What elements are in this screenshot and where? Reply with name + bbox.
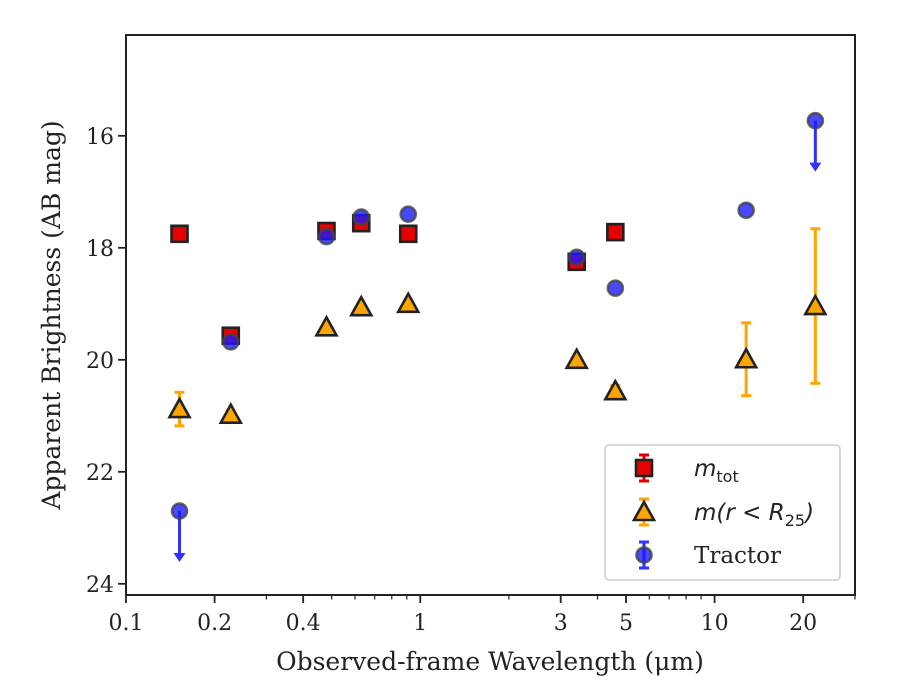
data-point-square <box>398 224 418 244</box>
y-tick-label: 18 <box>86 237 114 262</box>
x-tick-label: 20 <box>789 611 817 636</box>
x-axis-title: Observed-frame Wavelength (μm) <box>276 647 704 676</box>
y-tick-label: 16 <box>86 125 114 150</box>
legend-label: mtot <box>694 456 739 486</box>
plot-frame <box>125 34 856 596</box>
data-point-circle <box>806 111 825 130</box>
data-point-circle <box>170 502 189 520</box>
x-tick-label: 0.1 <box>109 611 144 636</box>
x-tick-label: 1 <box>413 611 427 636</box>
x-tick-label: 0.2 <box>197 611 232 636</box>
data-point-circle <box>317 227 336 246</box>
x-tick-label: 10 <box>701 611 729 636</box>
y-tick-label: 20 <box>86 349 114 374</box>
data-point-circle <box>606 279 625 297</box>
data-point-triangle <box>218 402 243 424</box>
y-tick-label: 22 <box>86 461 114 486</box>
data-point-triangle <box>564 347 589 370</box>
y-tick-label: 24 <box>86 573 114 598</box>
legend-entries: mtot m(r < R25) Tractor <box>631 453 814 570</box>
data-point-circle <box>221 333 240 351</box>
data-point-square <box>606 222 625 242</box>
legend-marker-circle <box>635 546 653 564</box>
data-point-triangle <box>803 293 828 316</box>
legend-marker-triangle <box>631 499 657 522</box>
upper-limit-arrowhead <box>809 162 822 172</box>
x-tick-label: 0.4 <box>286 611 321 636</box>
data-point-circle <box>352 208 371 226</box>
data-point-circle <box>567 248 586 267</box>
legend: mtot m(r < R25) Tractor <box>604 444 841 581</box>
data-point-triangle <box>396 291 421 314</box>
legend-label: Tractor <box>694 543 781 569</box>
legend-marker-square <box>634 458 654 478</box>
y-axis-title: Apparent Brightness (AB mag) <box>37 120 66 510</box>
data-point-triangle <box>733 346 759 369</box>
data-point-circle <box>399 205 418 223</box>
data-point-triangle <box>167 396 192 419</box>
legend-label: m(r < R25) <box>694 500 814 530</box>
data-point-triangle <box>314 314 339 337</box>
upper-limit-arrowhead <box>173 553 186 562</box>
data-point-triangle <box>349 294 374 317</box>
data-point-square <box>170 224 189 244</box>
data-point-circle <box>737 201 755 220</box>
legend-box <box>604 444 841 581</box>
plot-layer <box>167 111 828 562</box>
axes-layer: 0.1 0.2 0.4 1 3 5 10 20 16 18 20 22 24 <box>86 125 856 636</box>
data-point-triangle <box>603 378 628 401</box>
x-tick-label: 3 <box>554 611 568 636</box>
x-tick-label: 5 <box>619 611 633 636</box>
